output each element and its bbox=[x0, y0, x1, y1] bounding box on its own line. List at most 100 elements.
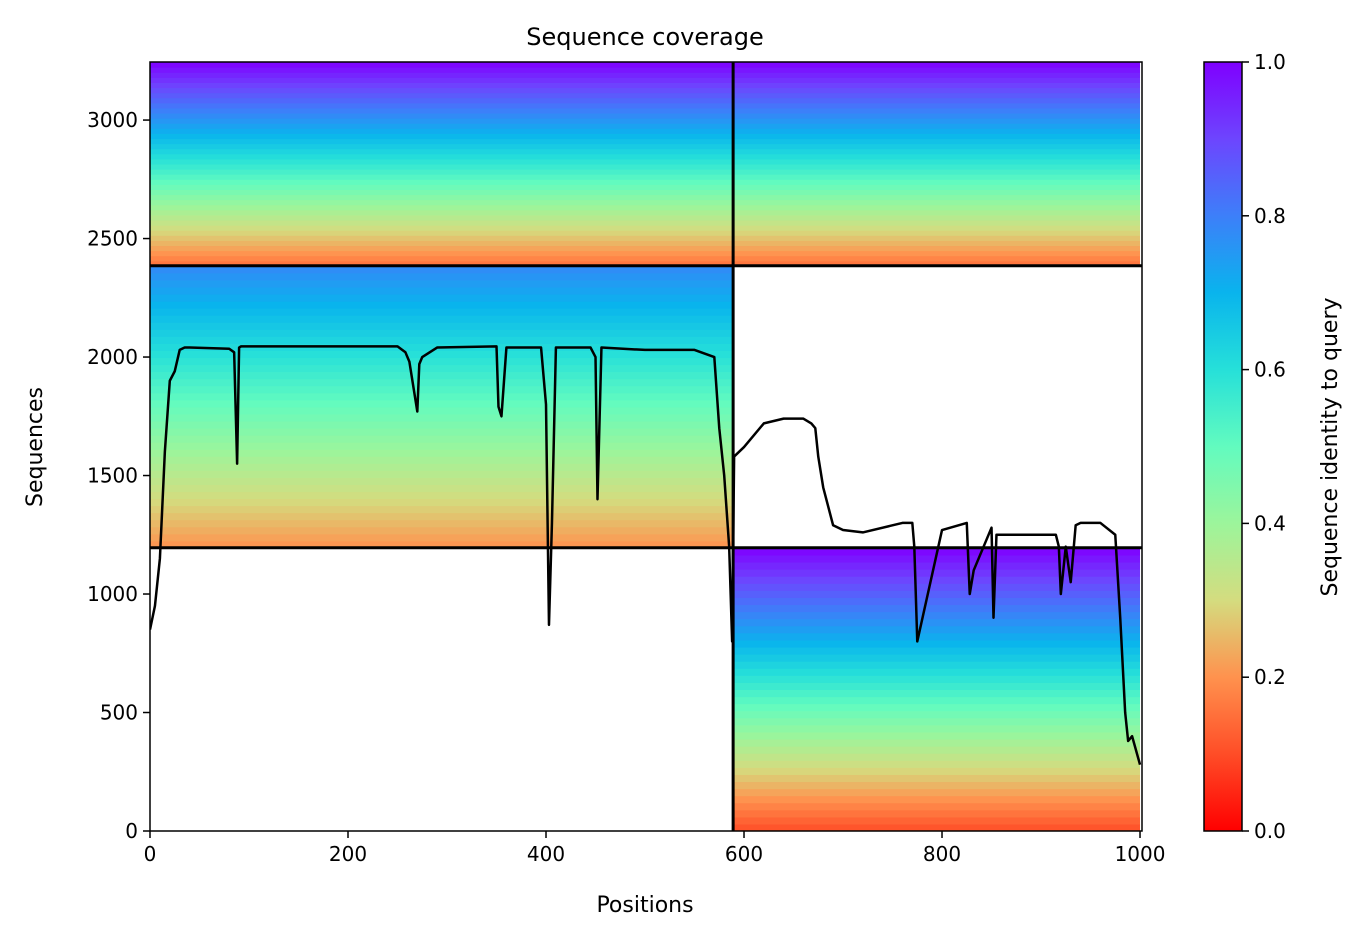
x-axis-label: Positions bbox=[596, 893, 693, 918]
coverage-band bbox=[150, 364, 734, 373]
coverage-band bbox=[150, 143, 734, 150]
coverage-band bbox=[150, 194, 734, 201]
coverage-band bbox=[733, 689, 1141, 698]
coverage-band bbox=[733, 668, 1141, 676]
coverage-band bbox=[150, 87, 734, 94]
y-tick-label: 2000 bbox=[87, 345, 138, 369]
coverage-band bbox=[733, 569, 1141, 577]
coverage-band bbox=[733, 230, 1141, 236]
coverage-band bbox=[733, 112, 1141, 119]
x-axis-ticks: 0 200 400 600 800 1000 bbox=[144, 831, 1165, 866]
coverage-band bbox=[733, 632, 1141, 641]
coverage-band bbox=[150, 230, 734, 236]
plot-frame bbox=[149, 61, 1143, 832]
coverage-band bbox=[733, 802, 1141, 811]
colorbar-tick-label: 0.8 bbox=[1254, 204, 1286, 228]
coverage-band bbox=[150, 184, 734, 190]
coverage-band bbox=[150, 519, 734, 528]
coverage-band bbox=[733, 760, 1141, 768]
coverage-band bbox=[150, 420, 734, 429]
coverage-band bbox=[733, 219, 1141, 226]
coverage-band bbox=[150, 128, 734, 134]
coverage-band bbox=[733, 169, 1141, 175]
divider-lines bbox=[150, 62, 1142, 831]
coverage-band bbox=[733, 625, 1141, 634]
coverage-band bbox=[150, 204, 734, 211]
coverage-band bbox=[150, 329, 734, 337]
coverage-band bbox=[150, 97, 734, 104]
coverage-band bbox=[733, 682, 1141, 690]
coverage-band bbox=[150, 371, 734, 380]
coverage-band bbox=[150, 133, 734, 140]
coverage-band bbox=[150, 286, 734, 295]
coverage-band bbox=[150, 219, 734, 226]
coverage-band bbox=[150, 179, 734, 185]
coverage-band bbox=[733, 710, 1141, 719]
coverage-band bbox=[733, 675, 1141, 683]
coverage-band bbox=[733, 604, 1141, 613]
coverage-band bbox=[733, 72, 1141, 78]
coverage-band bbox=[733, 618, 1141, 627]
coverage-band bbox=[150, 427, 734, 436]
x-tick-label: 800 bbox=[923, 842, 961, 866]
coverage-band bbox=[733, 143, 1141, 150]
coverage-band bbox=[733, 250, 1141, 257]
coverage-band bbox=[733, 738, 1141, 747]
colorbar-tick-label: 0.6 bbox=[1254, 358, 1286, 382]
coverage-band bbox=[733, 561, 1141, 570]
chart-title: Sequence coverage bbox=[526, 23, 763, 51]
y-tick-label: 1000 bbox=[87, 582, 138, 606]
colorbar-ticks: 0.0 0.2 0.4 0.6 0.8 1.0 bbox=[1242, 50, 1286, 843]
coverage-band bbox=[733, 153, 1141, 160]
coverage-band bbox=[733, 77, 1141, 83]
x-tick-label: 200 bbox=[329, 842, 367, 866]
coverage-band bbox=[150, 413, 734, 422]
coverage-band bbox=[150, 322, 734, 330]
coverage-band bbox=[150, 294, 734, 302]
coverage-band bbox=[150, 118, 734, 124]
y-tick-label: 500 bbox=[100, 701, 138, 725]
coverage-band bbox=[733, 245, 1141, 252]
coverage-band bbox=[150, 163, 734, 170]
coverage-band bbox=[733, 158, 1141, 165]
coverage-band bbox=[733, 255, 1141, 262]
y-tick-label: 1500 bbox=[87, 464, 138, 488]
coverage-band bbox=[150, 526, 734, 535]
coverage-band bbox=[150, 138, 734, 145]
coverage-band bbox=[733, 128, 1141, 134]
coverage-band bbox=[733, 209, 1141, 216]
coverage-band bbox=[733, 788, 1141, 797]
y-tick-label: 0 bbox=[125, 819, 138, 843]
coverage-band bbox=[150, 235, 734, 241]
coverage-band bbox=[150, 272, 734, 281]
coverage-band bbox=[150, 189, 734, 196]
coverage-band bbox=[733, 753, 1141, 761]
coverage-band bbox=[150, 225, 734, 231]
coverage-band bbox=[150, 540, 734, 549]
coverage-band bbox=[150, 484, 734, 493]
coverage-band bbox=[150, 442, 734, 450]
coverage-band bbox=[150, 279, 734, 288]
coverage-band bbox=[150, 72, 734, 78]
coverage-band bbox=[150, 174, 734, 180]
coverage-band bbox=[733, 87, 1141, 94]
y-axis-ticks: 0 500 1000 1500 2000 2500 3000 bbox=[87, 108, 150, 843]
coverage-band bbox=[733, 194, 1141, 201]
coverage-band bbox=[733, 214, 1141, 221]
coverage-band bbox=[150, 62, 734, 68]
coverage-band bbox=[150, 406, 734, 415]
coverage-band bbox=[733, 235, 1141, 241]
coverage-band bbox=[733, 204, 1141, 211]
coverage-band bbox=[150, 260, 734, 267]
coverage-band bbox=[150, 245, 734, 252]
coverage-band bbox=[150, 336, 734, 344]
coverage-band bbox=[733, 107, 1141, 114]
coverage-band bbox=[150, 392, 734, 401]
coverage-band bbox=[733, 724, 1141, 733]
coverage-band bbox=[733, 138, 1141, 145]
coverage-band bbox=[150, 169, 734, 175]
coverage-band bbox=[150, 505, 734, 514]
coverage-band bbox=[150, 209, 734, 216]
coverage-band bbox=[733, 240, 1141, 247]
y-tick-label: 2500 bbox=[87, 227, 138, 251]
